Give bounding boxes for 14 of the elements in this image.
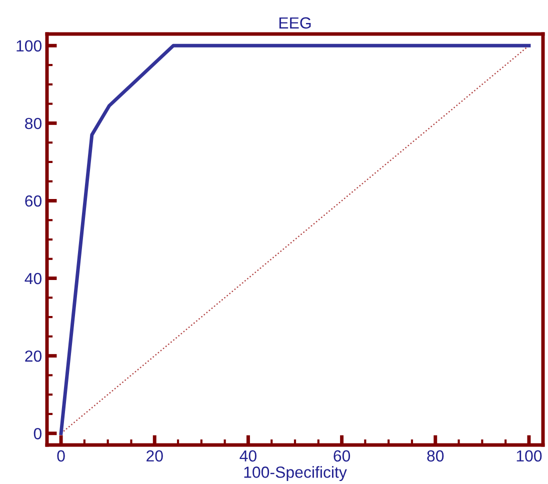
x-tick-label: 80	[427, 450, 444, 462]
y-tick-label: 20	[25, 350, 42, 362]
y-tick-label: 40	[24, 272, 42, 284]
x-tick-label: 20	[146, 450, 163, 462]
y-tick-label: 80	[25, 118, 42, 130]
x-axis-title: 100-Specificity	[244, 466, 347, 482]
y-tick-label: 100	[16, 40, 42, 52]
chart-title: EEG	[279, 17, 311, 29]
x-tick-label: 40	[240, 450, 256, 462]
y-tick-label: 60	[25, 195, 42, 207]
x-tick-label: 100	[516, 450, 542, 462]
y-tick-label: 0	[34, 428, 42, 440]
x-tick-label: 0	[57, 450, 65, 462]
x-tick-label: 60	[334, 450, 350, 462]
